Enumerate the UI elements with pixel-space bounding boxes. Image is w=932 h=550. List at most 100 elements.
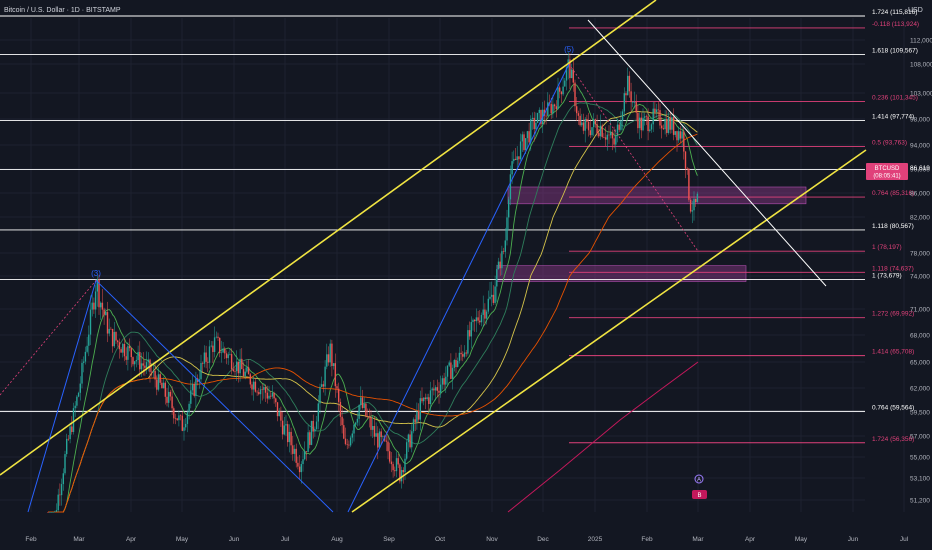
- price-tick-5: 90,000: [910, 167, 930, 174]
- time-tick-3: May: [176, 536, 189, 543]
- candle-body-3: [52, 512, 54, 513]
- candle-body-31: [100, 302, 102, 308]
- candle-body-333: [613, 138, 615, 145]
- candle-body-87: [195, 378, 197, 396]
- pink-level-label-1: 0.236 (101,345): [872, 95, 918, 102]
- wave-3-label: (3): [91, 269, 101, 278]
- candle-body-273: [511, 161, 513, 175]
- candle-body-185: [361, 397, 364, 408]
- candle-body-29: [96, 279, 98, 292]
- candle-body-0: [47, 512, 49, 513]
- candle-body-189: [368, 416, 370, 418]
- candle-body-119: [249, 374, 251, 385]
- candle-body-349: [640, 117, 642, 131]
- candle-body-26: [91, 302, 93, 310]
- candle-body-355: [650, 124, 653, 130]
- current-price-badge: [866, 163, 908, 180]
- time-tick-16: Jun: [848, 536, 859, 543]
- candle-body-207: [399, 464, 401, 482]
- candle-body-360: [659, 110, 661, 126]
- candle-body-91: [202, 363, 204, 364]
- candle-body-179: [351, 433, 353, 438]
- candle-body-78: [179, 415, 182, 417]
- price-tick-6: 86,000: [910, 191, 930, 198]
- candle-body-172: [339, 401, 342, 417]
- candle-body-242: [458, 352, 461, 361]
- candle-body-267: [501, 251, 503, 269]
- candle-body-378: [689, 199, 692, 212]
- ma-50-line: [48, 102, 698, 513]
- candle-body-184: [360, 397, 362, 406]
- candle-body-234: [445, 376, 447, 385]
- descending-trendline: [587, 19, 827, 287]
- candle-body-354: [649, 129, 651, 131]
- candle-body-316: [584, 118, 586, 131]
- candle-body-381: [695, 198, 697, 203]
- candle-body-339: [623, 93, 625, 112]
- event-b-marker[interactable]: [692, 490, 707, 499]
- candle-body-44: [122, 343, 124, 353]
- price-axis[interactable]: 112,000108,000103,00098,00094,00090,0008…: [910, 38, 932, 505]
- candle-body-68: [162, 382, 165, 389]
- candle-body-211: [406, 442, 408, 459]
- candle-body-212: [407, 434, 410, 443]
- white-level-label-5: 1 (73,679): [872, 273, 902, 280]
- candle-body-216: [414, 419, 416, 422]
- time-axis[interactable]: Feb Mar Apr May Jun Jul Aug Sep Oct Nov Dec 2025 Feb…: [25, 536, 908, 543]
- candle-body-112: [237, 361, 240, 374]
- candle-body-270: [506, 217, 508, 241]
- candle-body-63: [154, 371, 156, 380]
- candle-body-259: [487, 298, 489, 312]
- candle-body-14: [71, 426, 73, 432]
- price-tick-12: 65,000: [910, 360, 930, 367]
- candle-body-254: [479, 320, 481, 323]
- candle-body-152: [305, 451, 308, 452]
- prior-dotted-line: [0, 280, 97, 396]
- candle-body-204: [394, 470, 396, 472]
- candle-body-188: [366, 415, 369, 417]
- candle-body-143: [290, 431, 292, 446]
- candle-body-203: [392, 464, 394, 471]
- current-price-time: (08:05:41): [873, 174, 900, 180]
- candle-body-250: [472, 319, 474, 323]
- candle-body-233: [443, 378, 445, 385]
- candle-body-208: [400, 469, 403, 482]
- channel-upper-line: [0, 0, 657, 476]
- candle-body-43: [120, 349, 122, 353]
- candle-body-71: [168, 391, 170, 403]
- candle-body-247: [467, 330, 469, 354]
- candle-body-35: [106, 312, 109, 334]
- white-level-label-4: 1.118 (80,567): [872, 223, 914, 230]
- pink-level-label-5: 1.118 (74,637): [872, 265, 914, 272]
- candle-body-22: [84, 351, 87, 362]
- event-a-marker[interactable]: [694, 474, 704, 484]
- time-tick-6: Aug: [331, 536, 343, 543]
- candle-body-214: [411, 431, 413, 448]
- white-level-label-1: 1.618 (109,567): [872, 48, 918, 55]
- candle-body-56: [142, 363, 144, 366]
- candle-body-287: [535, 122, 537, 130]
- price-tick-0: 112,000: [910, 38, 932, 45]
- candle-body-284: [530, 119, 532, 143]
- candle-body-225: [429, 390, 432, 405]
- currency-label: USD: [908, 7, 923, 14]
- ma-long-line: [507, 361, 699, 513]
- candle-body-182: [356, 418, 359, 423]
- candle-body-279: [521, 134, 523, 142]
- candle-body-262: [492, 294, 495, 303]
- candle-body-98: [213, 337, 216, 353]
- candle-body-370: [676, 131, 678, 141]
- candle-body-231: [440, 384, 442, 393]
- candle-body-110: [234, 371, 236, 372]
- candle-body-199: [385, 440, 387, 442]
- price-tick-1: 108,000: [910, 62, 932, 69]
- candle-body-252: [475, 317, 478, 322]
- candle-body-320: [591, 127, 593, 136]
- symbol-title: Bitcoin / U.S. Dollar · 1D · BITSTAMP: [4, 7, 121, 14]
- candle-body-382: [696, 193, 699, 203]
- candle-body-120: [251, 384, 253, 390]
- candle-body-80: [183, 427, 185, 431]
- candle-body-139: [283, 425, 285, 435]
- time-tick-15: May: [795, 536, 808, 543]
